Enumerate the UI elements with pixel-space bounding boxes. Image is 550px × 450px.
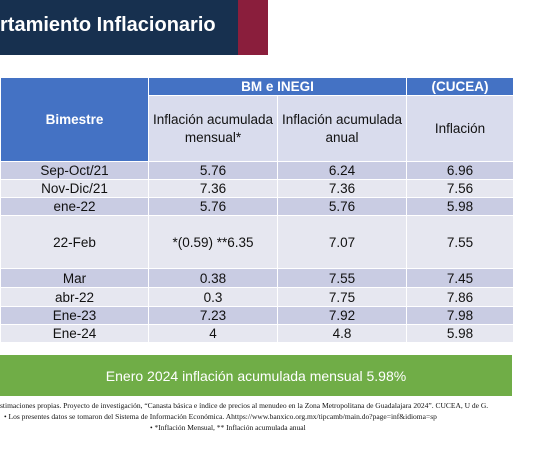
source-note: stimaciones propias. Proyecto de investi… bbox=[0, 401, 489, 410]
row-label: Ene-24 bbox=[0, 324, 149, 343]
row-label: Ene-23 bbox=[0, 306, 149, 325]
row-label: ene-22 bbox=[0, 197, 149, 216]
table-row: 22-Feb *(0.59) **6.35 7.07 7.55 bbox=[0, 215, 515, 269]
row-label: 22-Feb bbox=[0, 215, 149, 269]
row-label: Sep-Oct/21 bbox=[0, 161, 149, 180]
title-bar: rtamiento Inflacionario bbox=[0, 0, 238, 55]
bimestre-header: Bimestre bbox=[0, 77, 149, 162]
table-row: Mar 0.38 7.55 7.45 bbox=[0, 268, 515, 288]
row-label: Nov-Dic/21 bbox=[0, 179, 149, 198]
mensual-cell: 5.76 bbox=[148, 197, 278, 216]
data-source-note: • Los presentes datos se tomaron del Sis… bbox=[4, 412, 437, 421]
accent-block bbox=[238, 0, 268, 55]
anual-cell: 7.36 bbox=[276, 179, 408, 198]
mensual-cell: 0.3 bbox=[148, 287, 278, 307]
summary-banner: Enero 2024 inflación acumulada mensual 5… bbox=[0, 355, 512, 396]
bm-inegi-header: BM e INEGI bbox=[147, 77, 408, 96]
mensual-cell: 0.38 bbox=[148, 268, 278, 288]
row-label: Mar bbox=[0, 268, 149, 288]
anual-cell: 6.24 bbox=[276, 161, 408, 180]
anual-cell: 7.75 bbox=[276, 287, 408, 307]
inflation-table: Bimestre BM e INEGI (CUCEA) Inflación ac… bbox=[0, 77, 515, 343]
anual-cell: 7.07 bbox=[276, 215, 408, 269]
mensual-cell: 7.36 bbox=[148, 179, 278, 198]
mensual-cell: 7.23 bbox=[148, 306, 278, 325]
cucea-cell: 5.98 bbox=[406, 197, 515, 216]
slide-title: rtamiento Inflacionario bbox=[0, 14, 216, 36]
cucea-subheader: Inflación bbox=[406, 95, 515, 162]
anual-cell: 7.55 bbox=[276, 268, 408, 288]
table-row: ene-22 5.76 5.76 5.98 bbox=[0, 197, 515, 216]
mensual-cell: 4 bbox=[148, 324, 278, 343]
cucea-header: (CUCEA) bbox=[406, 77, 515, 96]
anual-subheader: Inflación acumulada anual bbox=[276, 95, 408, 162]
table-row: Ene-23 7.23 7.92 7.98 bbox=[0, 306, 515, 325]
footnotes: stimaciones propias. Proyecto de investi… bbox=[0, 400, 550, 433]
legend-note: • *Inflación Mensual, ** Inflación acumu… bbox=[150, 423, 306, 432]
anual-cell: 5.76 bbox=[276, 197, 408, 216]
cucea-cell: 7.98 bbox=[406, 306, 515, 325]
cucea-cell: 7.86 bbox=[406, 287, 515, 307]
table-row: Nov-Dic/21 7.36 7.36 7.56 bbox=[0, 179, 515, 198]
mensual-cell: *(0.59) **6.35 bbox=[148, 215, 278, 269]
mensual-subheader: Inflación acumulada mensual* bbox=[148, 95, 278, 162]
cucea-cell: 7.45 bbox=[406, 268, 515, 288]
cucea-cell: 6.96 bbox=[406, 161, 515, 180]
table-row: Sep-Oct/21 5.76 6.24 6.96 bbox=[0, 161, 515, 180]
table-row: Ene-24 4 4.8 5.98 bbox=[0, 324, 515, 343]
cucea-cell: 5.98 bbox=[406, 324, 515, 343]
anual-cell: 4.8 bbox=[276, 324, 408, 343]
cucea-cell: 7.56 bbox=[406, 179, 515, 198]
mensual-cell: 5.76 bbox=[148, 161, 278, 180]
cucea-cell: 7.55 bbox=[406, 215, 515, 269]
anual-cell: 7.92 bbox=[276, 306, 408, 325]
table-row: abr-22 0.3 7.75 7.86 bbox=[0, 287, 515, 307]
row-label: abr-22 bbox=[0, 287, 149, 307]
